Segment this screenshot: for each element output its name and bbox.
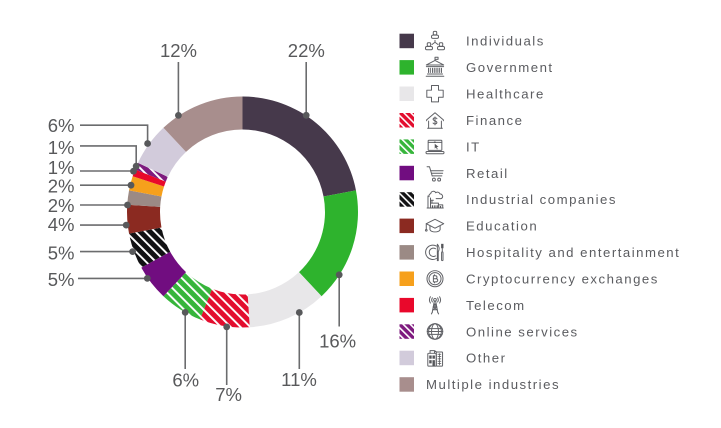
svg-text:2%: 2%	[48, 176, 75, 197]
svg-text:5%: 5%	[48, 269, 75, 290]
svg-text:Online services: Online services	[466, 324, 579, 339]
svg-text:7%: 7%	[215, 384, 242, 405]
svg-text:Individuals: Individuals	[466, 34, 545, 49]
svg-text:IT: IT	[466, 139, 481, 154]
svg-text:Hospitality and entertainment: Hospitality and entertainment	[466, 245, 680, 260]
svg-text:5%: 5%	[48, 243, 75, 264]
svg-text:Finance: Finance	[466, 113, 523, 128]
svg-text:Other: Other	[466, 351, 506, 366]
svg-text:2%: 2%	[48, 195, 75, 216]
svg-text:Industrial companies: Industrial companies	[466, 192, 617, 207]
svg-text:Education: Education	[466, 219, 538, 234]
svg-text:1%: 1%	[48, 157, 75, 178]
svg-text:Retail: Retail	[466, 166, 509, 181]
svg-text:12%: 12%	[160, 40, 197, 61]
svg-text:1%: 1%	[48, 137, 75, 158]
svg-text:11%: 11%	[281, 369, 317, 390]
svg-text:6%: 6%	[172, 370, 199, 391]
svg-text:Telecom: Telecom	[466, 298, 526, 313]
svg-text:Cryptocurrency exchanges: Cryptocurrency exchanges	[466, 272, 659, 287]
svg-text:16%: 16%	[319, 330, 356, 351]
svg-text:22%: 22%	[288, 40, 325, 61]
svg-text:4%: 4%	[48, 214, 75, 235]
svg-text:Multiple industries: Multiple industries	[426, 377, 560, 392]
svg-text:Government: Government	[466, 60, 554, 75]
svg-text:Healthcare: Healthcare	[466, 87, 545, 102]
svg-text:6%: 6%	[48, 115, 75, 136]
